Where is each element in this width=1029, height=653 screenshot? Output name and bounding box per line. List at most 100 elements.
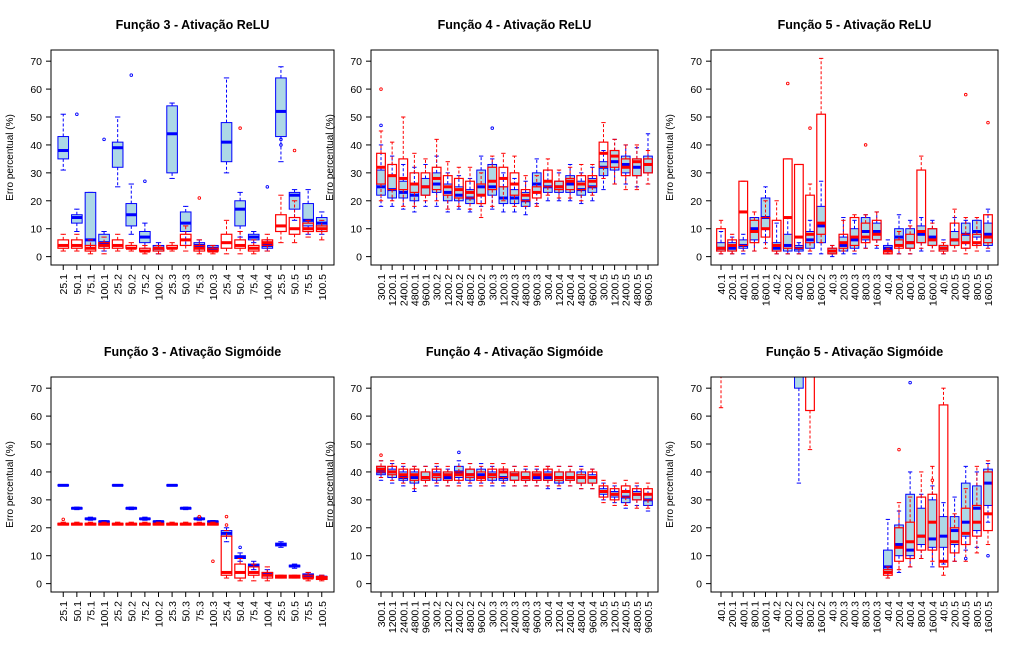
box-red bbox=[125, 521, 138, 526]
box-red bbox=[827, 244, 838, 255]
box-red bbox=[816, 57, 827, 244]
y-tick-label: 20 bbox=[690, 523, 702, 535]
box-red bbox=[166, 521, 178, 526]
box-red bbox=[288, 574, 301, 579]
x-tick-label: 25.4 bbox=[222, 601, 234, 622]
box-red bbox=[193, 521, 206, 526]
box-iqr bbox=[716, 228, 726, 252]
box-blue bbox=[916, 493, 927, 559]
box-red bbox=[587, 163, 598, 196]
y-tick-label: 0 bbox=[696, 579, 702, 591]
box-red bbox=[971, 217, 982, 252]
box-blue bbox=[84, 191, 97, 252]
y-tick-label: 70 bbox=[690, 56, 702, 68]
box-iqr bbox=[938, 404, 949, 568]
box-blue bbox=[794, 377, 804, 484]
box-red bbox=[542, 158, 553, 196]
box-red bbox=[70, 521, 83, 526]
box-red bbox=[949, 208, 960, 252]
panel-4: Função 3 - Ativação Sigmóide 0 10 20 30 40 50 6… bbox=[5, 345, 335, 627]
box-iqr bbox=[234, 200, 246, 227]
box-red bbox=[871, 211, 882, 246]
outlier-point bbox=[75, 112, 79, 116]
x-tick-label: 1200.4 bbox=[554, 601, 566, 633]
x-tick-label: 800.3 bbox=[861, 274, 873, 300]
x-tick-label: 2400.2 bbox=[454, 274, 466, 306]
x-tick-label: 200.3 bbox=[838, 601, 850, 627]
box-blue bbox=[288, 563, 301, 569]
box-red bbox=[643, 482, 653, 509]
x-tick-label: 75.4 bbox=[249, 274, 261, 295]
box-red bbox=[166, 242, 178, 252]
x-tick-label: 40.1 bbox=[716, 601, 728, 622]
box-red bbox=[727, 233, 738, 255]
box-blue bbox=[179, 506, 192, 511]
box-red bbox=[498, 463, 509, 484]
y-tick-label: 30 bbox=[350, 495, 362, 507]
box-red bbox=[398, 463, 409, 484]
box-red bbox=[849, 214, 860, 252]
box-red bbox=[520, 175, 531, 207]
x-tick-label: 1600.2 bbox=[816, 274, 828, 306]
box-blue bbox=[139, 516, 151, 521]
box-iqr bbox=[609, 149, 620, 168]
x-tick-label: 300.5 bbox=[598, 274, 610, 300]
x-tick-label: 800.5 bbox=[972, 601, 984, 627]
x-tick-label: 4800.2 bbox=[465, 274, 477, 306]
x-tick-label: 4800.4 bbox=[576, 601, 588, 633]
box-blue bbox=[247, 230, 260, 244]
x-tick-label: 40.2 bbox=[772, 274, 784, 295]
outlier-point bbox=[265, 185, 270, 189]
box-iqr bbox=[275, 214, 287, 233]
y-axis-label: Erro percentual (%) bbox=[325, 441, 336, 528]
box-red bbox=[98, 236, 110, 255]
box-blue bbox=[916, 217, 927, 252]
box-red bbox=[275, 194, 287, 244]
y-tick-label: 20 bbox=[30, 523, 42, 535]
x-tick-label: 400.1 bbox=[738, 274, 750, 300]
x-tick-label: 75.1 bbox=[85, 601, 97, 622]
y-tick-label: 40 bbox=[690, 467, 702, 479]
x-tick-label: 50.3 bbox=[181, 274, 193, 295]
y-tick-label: 50 bbox=[690, 112, 702, 124]
box-red bbox=[409, 152, 420, 207]
box-blue bbox=[520, 180, 531, 216]
box-red bbox=[620, 479, 631, 506]
box-red bbox=[749, 211, 760, 252]
x-tick-label: 1200.3 bbox=[498, 601, 510, 633]
outlier-point bbox=[897, 447, 901, 452]
box-blue bbox=[125, 506, 138, 511]
x-tick-label: 25.1 bbox=[58, 601, 70, 622]
box-red bbox=[927, 222, 938, 252]
x-tick-label: 9600.4 bbox=[587, 274, 599, 306]
y-tick-label: 0 bbox=[36, 252, 42, 264]
x-tick-label: 40.5 bbox=[938, 601, 950, 622]
box-red bbox=[531, 465, 542, 487]
x-tick-label: 4800.5 bbox=[632, 274, 644, 306]
box-red bbox=[960, 217, 971, 255]
box-red bbox=[554, 169, 564, 199]
y-tick-label: 10 bbox=[690, 551, 702, 563]
box-iqr bbox=[760, 197, 771, 230]
box-blue bbox=[376, 144, 386, 207]
box-red bbox=[376, 130, 386, 202]
outlier-point bbox=[863, 143, 868, 147]
box-blue bbox=[938, 502, 949, 565]
box-red bbox=[179, 225, 192, 252]
x-tick-label: 40.4 bbox=[883, 601, 895, 622]
box-blue bbox=[771, 222, 782, 255]
box-red bbox=[431, 138, 442, 202]
x-tick-label: 40.4 bbox=[883, 274, 895, 295]
panel-3: Função 5 - Ativação ReLU 0 10 20 30 40 50 60 70 E… bbox=[665, 18, 999, 306]
outlier-point bbox=[986, 553, 990, 558]
box-red bbox=[387, 141, 398, 202]
box-red bbox=[275, 574, 287, 579]
y-tick-label: 30 bbox=[690, 495, 702, 507]
box-iqr bbox=[860, 222, 871, 244]
box-red bbox=[302, 571, 315, 582]
box-red bbox=[57, 233, 70, 252]
x-tick-label: 100.4 bbox=[262, 274, 274, 300]
box-red bbox=[138, 521, 151, 526]
box-red bbox=[376, 460, 386, 479]
y-tick-label: 40 bbox=[30, 467, 42, 479]
